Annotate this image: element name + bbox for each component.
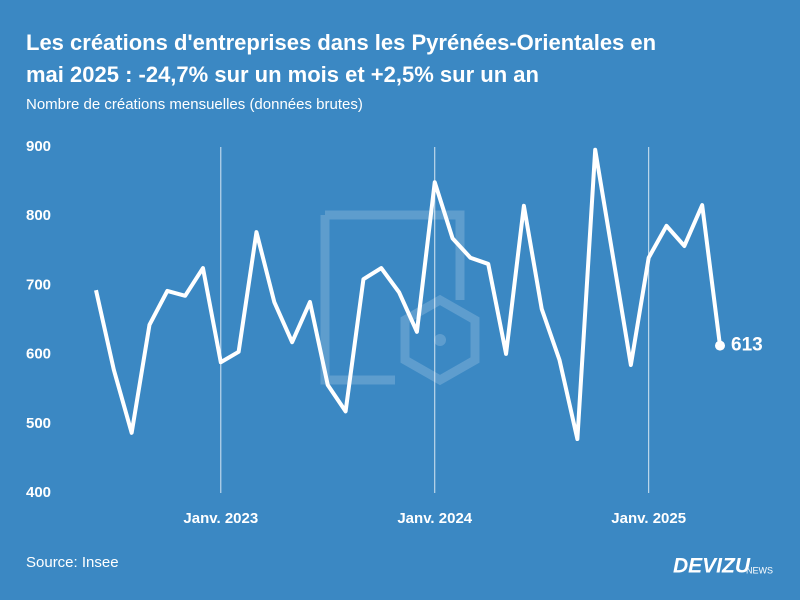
x-tick-label: Janv. 2023 bbox=[183, 510, 258, 527]
y-tick-label: 600 bbox=[26, 346, 51, 363]
y-tick-label: 800 bbox=[26, 207, 51, 224]
chart-subtitle: Nombre de créations mensuelles (données … bbox=[26, 96, 363, 113]
data-label: 613 bbox=[731, 335, 763, 356]
x-tick-label: Janv. 2025 bbox=[611, 510, 686, 527]
y-tick-label: 900 bbox=[26, 138, 51, 155]
source: Source: Insee bbox=[26, 554, 119, 571]
brand: DEVIZU bbox=[673, 555, 751, 578]
end-point bbox=[715, 340, 725, 351]
y-tick-label: 500 bbox=[26, 415, 51, 432]
y-tick-label: 400 bbox=[26, 484, 51, 501]
chart-title: Les créations d'entreprises dans les Pyr… bbox=[26, 30, 656, 87]
y-tick-label: 700 bbox=[26, 276, 51, 293]
brand-suffix: NEWS bbox=[746, 565, 773, 575]
line bbox=[94, 147, 722, 442]
x-tick-label: Janv. 2024 bbox=[397, 510, 472, 527]
